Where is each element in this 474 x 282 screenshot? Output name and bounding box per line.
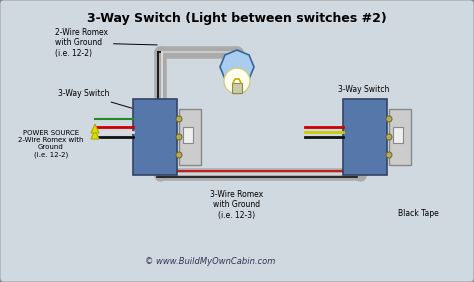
Circle shape — [176, 134, 182, 140]
Bar — [393, 127, 403, 143]
Bar — [389, 109, 411, 165]
Bar — [179, 109, 201, 165]
Bar — [183, 127, 193, 143]
Text: 3-Wire Romex
with Ground
(i.e. 12-3): 3-Wire Romex with Ground (i.e. 12-3) — [210, 190, 264, 220]
Text: 3-Way Switch: 3-Way Switch — [58, 89, 176, 121]
Polygon shape — [91, 130, 99, 139]
Circle shape — [386, 116, 392, 122]
Text: Black Tape: Black Tape — [398, 210, 439, 219]
Circle shape — [176, 116, 182, 122]
Circle shape — [176, 152, 182, 158]
Text: 3-Way Switch: 3-Way Switch — [338, 85, 389, 113]
Circle shape — [386, 134, 392, 140]
Bar — [343, 99, 387, 175]
Text: POWER SOURCE
2-Wire Romex with
Ground
(i.e. 12-2): POWER SOURCE 2-Wire Romex with Ground (i… — [18, 130, 83, 158]
Bar — [232, 83, 242, 93]
Polygon shape — [220, 50, 254, 84]
Circle shape — [224, 68, 250, 94]
Text: 3-Way Switch (Light between switches #2): 3-Way Switch (Light between switches #2) — [87, 12, 387, 25]
Circle shape — [386, 152, 392, 158]
Text: 2-Wire Romex
with Ground
(i.e. 12-2): 2-Wire Romex with Ground (i.e. 12-2) — [55, 28, 157, 58]
Polygon shape — [91, 124, 99, 133]
Text: © www.BuildMyOwnCabin.com: © www.BuildMyOwnCabin.com — [145, 257, 275, 266]
Bar — [133, 99, 177, 175]
